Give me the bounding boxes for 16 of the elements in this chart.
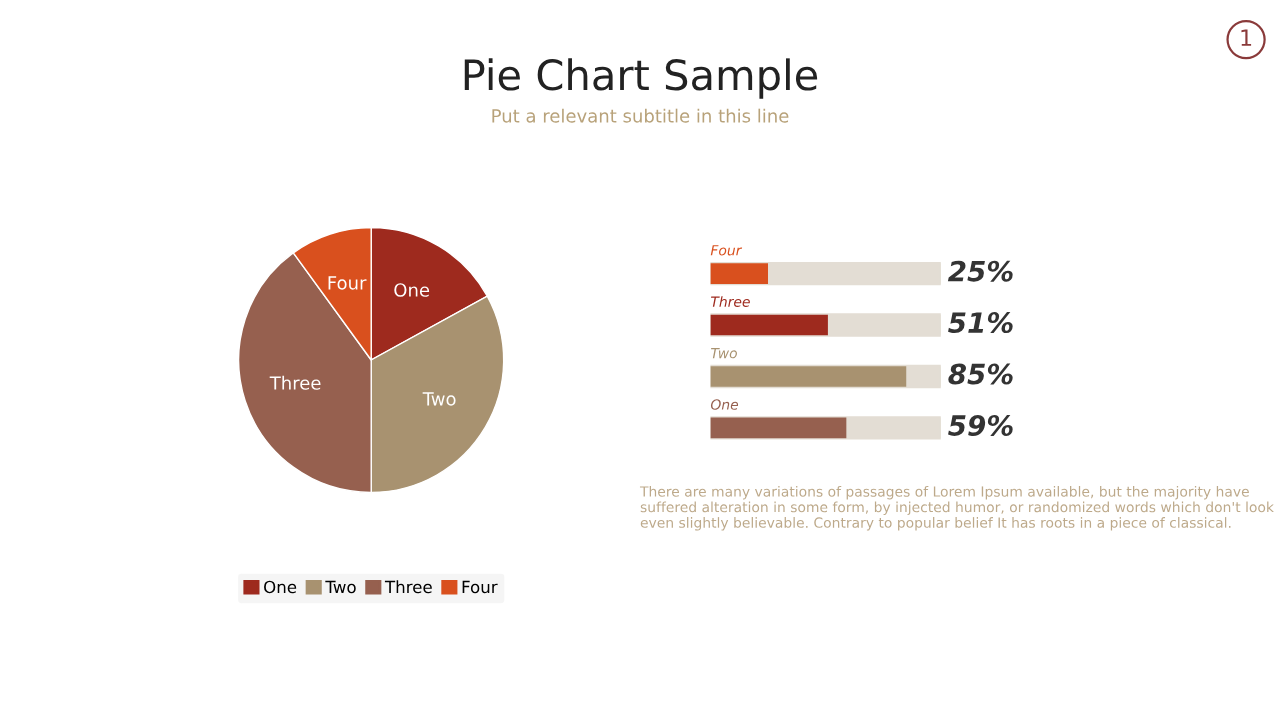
- legend-label: One: [264, 580, 297, 594]
- text: Put a relevant subtitle in this line: [492, 108, 789, 123]
- legend-label: Three: [384, 580, 432, 594]
- text: Pie Chart Sample: [464, 58, 818, 99]
- slice-label: Three: [269, 375, 321, 390]
- legend-label: Four: [462, 580, 498, 594]
- slice-label: One: [394, 283, 430, 297]
- text: 1: [1241, 29, 1252, 46]
- slice-label: Four: [328, 276, 367, 290]
- data-label: 85%: [948, 363, 1013, 385]
- bar: [710, 263, 768, 284]
- data-label: 51%: [948, 312, 1013, 334]
- data-label: 25%: [947, 260, 1013, 282]
- data-label: 59%: [948, 414, 1013, 436]
- legend-label: Two: [325, 580, 356, 594]
- slice-label: Two: [422, 392, 456, 406]
